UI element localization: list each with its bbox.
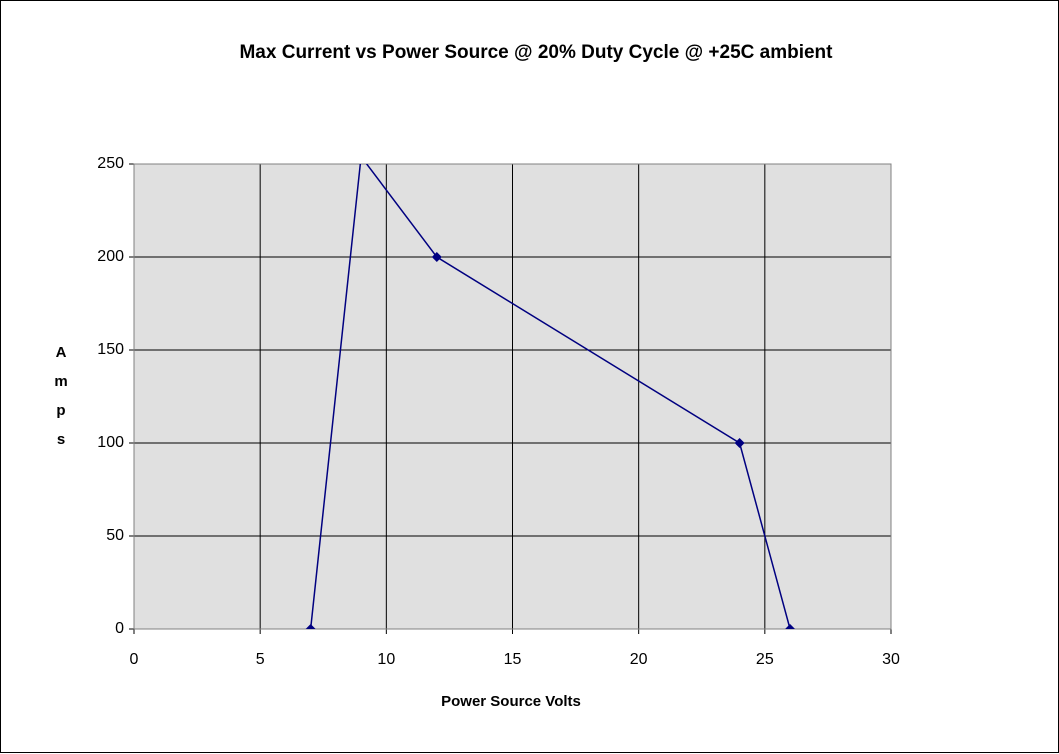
plot-border: [133, 163, 892, 630]
data-point: [734, 438, 745, 448]
x-axis-label: Power Source Volts: [441, 693, 581, 710]
x-tick-label: 10: [377, 651, 395, 668]
y-tick-label: 200: [97, 248, 124, 265]
x-tick-label: 5: [256, 651, 265, 668]
y-tick-label: 250: [97, 155, 124, 172]
data-point: [356, 152, 366, 162]
data-point: [785, 624, 796, 629]
y-tick-label: 150: [97, 341, 124, 358]
x-tick-label: 20: [630, 651, 648, 668]
x-tick-label: 0: [130, 651, 139, 668]
data-point: [431, 252, 442, 262]
x-tick-label: 30: [882, 651, 900, 668]
x-tick-label: 15: [504, 651, 522, 668]
y-tick-label: 50: [106, 527, 124, 544]
y-tick-label: 100: [97, 434, 124, 451]
y-tick-label: 0: [115, 620, 124, 637]
data-point: [305, 624, 316, 629]
chart-title: Max Current vs Power Source @ 20% Duty C…: [239, 42, 833, 63]
series-group: [305, 152, 796, 629]
y-axis-label: Amps: [54, 344, 68, 448]
x-tick-label: 25: [756, 651, 774, 668]
